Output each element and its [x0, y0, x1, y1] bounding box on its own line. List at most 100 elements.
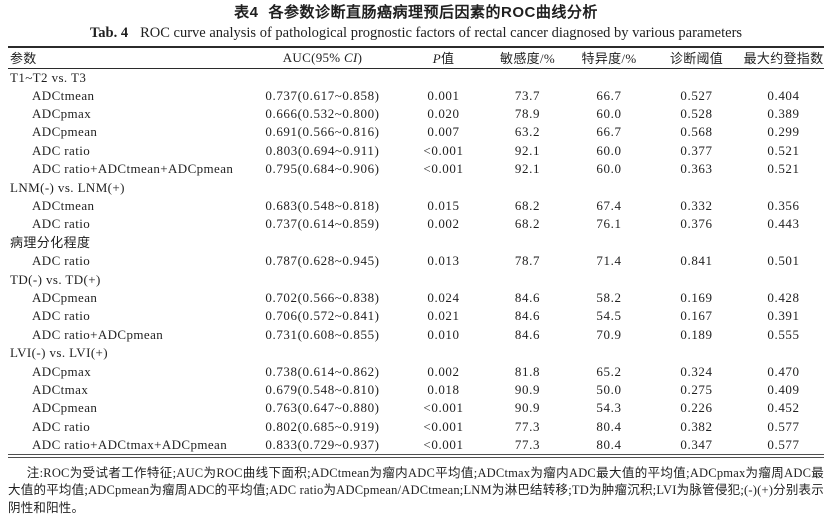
youden-cell: 0.452	[767, 400, 800, 416]
param-cell: ADCpmax	[32, 363, 92, 379]
data-row: ADC ratio 0.803(0.694~0.911) <0.001 92.1 60.…	[8, 142, 824, 160]
section-label: T1~T2 vs. T3	[10, 69, 87, 85]
threshold-cell: 0.527	[680, 87, 713, 103]
threshold-cell: 0.189	[680, 326, 713, 342]
auc-cell: 0.795(0.684~0.906)	[265, 161, 380, 177]
col-header-threshold: 诊断阈值	[669, 51, 724, 67]
param-cell: ADC ratio	[32, 308, 91, 324]
specificity-cell: 80.4	[596, 436, 622, 452]
sensitivity-cell: 77.3	[514, 436, 541, 452]
data-row: ADCtmean 0.683(0.548~0.818) 0.015 68.2 67.4 0…	[8, 197, 824, 215]
section-label: TD(-) vs. TD(+)	[10, 271, 101, 287]
table-title-cn-label: 表4	[234, 4, 259, 21]
section-row: LVI(-) vs. LVI(+)	[8, 344, 824, 362]
sensitivity-cell: 77.3	[514, 418, 541, 434]
auc-cell: 0.802(0.685~0.919)	[265, 418, 380, 434]
data-row: ADC ratio 0.706(0.572~0.841) 0.021 84.6 54.5…	[8, 307, 824, 325]
param-cell: ADCtmean	[32, 87, 95, 103]
col-header-p-text: 值	[440, 51, 455, 67]
p-value-cell: 0.015	[427, 198, 460, 214]
data-row: ADC ratio 0.787(0.628~0.945) 0.013 78.7 71.4…	[8, 252, 824, 270]
youden-cell: 0.391	[767, 308, 800, 324]
col-header-p-symbol: P	[432, 51, 441, 67]
section-row: T1~T2 vs. T3	[8, 68, 824, 87]
col-header-auc-prefix: AUC(95%	[282, 49, 344, 65]
sensitivity-cell: 68.2	[514, 216, 541, 232]
specificity-cell: 60.0	[596, 161, 622, 177]
col-header-auc-ci: CI	[344, 49, 358, 65]
p-value-cell: 0.002	[427, 216, 460, 232]
data-row: ADC ratio 0.802(0.685~0.919) <0.001 77.3 80.…	[8, 418, 824, 436]
auc-cell: 0.706(0.572~0.841)	[265, 308, 380, 324]
col-header-youden: 最大约登指数	[743, 51, 824, 67]
specificity-cell: 70.9	[596, 326, 622, 342]
section-row: 病理分化程度	[8, 234, 824, 252]
sensitivity-cell: 81.8	[514, 363, 541, 379]
threshold-cell: 0.376	[680, 216, 713, 232]
p-value-cell: <0.001	[423, 161, 464, 177]
param-cell: ADC ratio	[32, 418, 91, 434]
param-cell: ADCtmean	[32, 198, 95, 214]
data-row: ADC ratio+ADCtmax+ADCpmean 0.833(0.729~0.…	[8, 436, 824, 456]
data-row: ADCpmax 0.666(0.532~0.800) 0.020 78.9 60.0 0.…	[8, 105, 824, 123]
specificity-cell: 58.2	[596, 289, 622, 305]
sensitivity-cell: 92.1	[514, 142, 541, 158]
p-value-cell: 0.018	[427, 381, 460, 397]
youden-cell: 0.299	[767, 124, 800, 140]
p-value-cell: 0.001	[427, 87, 460, 103]
threshold-cell: 0.528	[680, 106, 713, 122]
sensitivity-cell: 84.6	[514, 289, 541, 305]
col-header-sensitivity: 敏感度/%	[500, 51, 555, 67]
section-label: 病理分化程度	[10, 234, 91, 250]
threshold-cell: 0.226	[680, 400, 713, 416]
sensitivity-cell: 78.7	[514, 253, 541, 269]
specificity-cell: 60.0	[596, 142, 622, 158]
param-cell: ADCpmax	[32, 106, 92, 122]
auc-cell: 0.737(0.617~0.858)	[265, 87, 380, 103]
p-value-cell: 0.024	[427, 289, 460, 305]
auc-cell: 0.666(0.532~0.800)	[265, 106, 380, 122]
threshold-cell: 0.377	[680, 142, 713, 158]
param-cell: ADC ratio+ADCtmean+ADCpmean	[32, 161, 234, 177]
auc-cell: 0.731(0.608~0.855)	[265, 326, 380, 342]
auc-cell: 0.679(0.548~0.810)	[265, 381, 380, 397]
p-value-cell: 0.021	[427, 308, 460, 324]
table-title-en: Tab. 4 ROC curve analysis of pathological…	[8, 24, 824, 43]
p-value-cell: 0.002	[427, 363, 460, 379]
specificity-cell: 66.7	[596, 87, 622, 103]
specificity-cell: 67.4	[596, 198, 622, 214]
p-value-cell: 0.013	[427, 253, 460, 269]
auc-cell: 0.833(0.729~0.937)	[265, 436, 380, 452]
param-cell: ADCpmean	[32, 124, 98, 140]
p-value-cell: <0.001	[423, 142, 464, 158]
threshold-cell: 0.169	[680, 289, 713, 305]
data-row: ADCpmax 0.738(0.614~0.862) 0.002 81.8 65.2 0.…	[8, 362, 824, 380]
table-title-cn-text: 各参数诊断直肠癌病理预后因素的ROC曲线分析	[268, 4, 598, 21]
data-row: ADCpmean 0.691(0.566~0.816) 0.007 63.2 66.7 0…	[8, 123, 824, 141]
p-value-cell: <0.001	[423, 400, 464, 416]
threshold-cell: 0.275	[680, 381, 713, 397]
param-cell: ADCtmax	[32, 381, 89, 397]
youden-cell: 0.428	[767, 289, 800, 305]
section-row: TD(-) vs. TD(+)	[8, 270, 824, 288]
sensitivity-cell: 92.1	[514, 161, 541, 177]
data-row: ADC ratio+ADCpmean 0.731(0.608~0.855) 0.01…	[8, 326, 824, 344]
param-cell: ADC ratio	[32, 253, 91, 269]
data-row: ADC ratio+ADCtmean+ADCpmean 0.795(0.684~0…	[8, 160, 824, 178]
data-row: ADCpmean 0.702(0.566~0.838) 0.024 84.6 58.2 0…	[8, 289, 824, 307]
specificity-cell: 50.0	[596, 381, 622, 397]
specificity-cell: 66.7	[596, 124, 622, 140]
table-body: T1~T2 vs. T3 ADCtmean 0.737(0.617~0.858) 0.…	[8, 68, 824, 456]
threshold-cell: 0.841	[680, 253, 713, 269]
youden-cell: 0.521	[767, 142, 800, 158]
sensitivity-cell: 90.9	[514, 400, 541, 416]
table-title-en-text: ROC curve analysis of pathological progn…	[140, 25, 743, 41]
threshold-cell: 0.363	[680, 161, 713, 177]
sensitivity-cell: 90.9	[514, 381, 541, 397]
auc-cell: 0.683(0.548~0.818)	[265, 198, 380, 214]
threshold-cell: 0.568	[680, 124, 713, 140]
section-label: LNM(-) vs. LNM(+)	[10, 179, 125, 195]
specificity-cell: 65.2	[596, 363, 622, 379]
data-row: ADC ratio 0.737(0.614~0.859) 0.002 68.2 76.1…	[8, 215, 824, 233]
